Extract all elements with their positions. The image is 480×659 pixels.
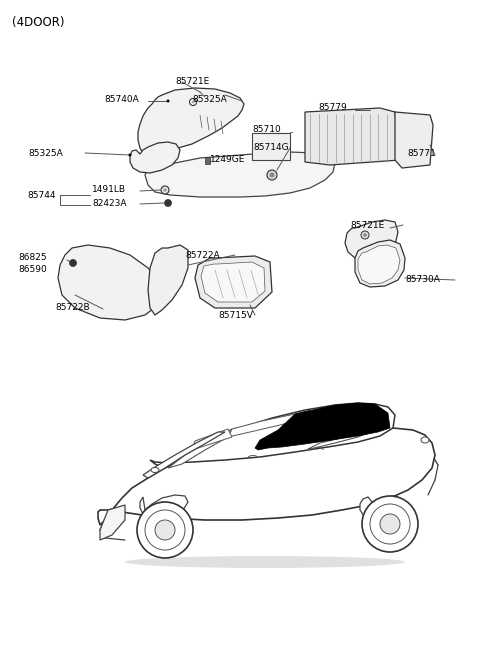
Text: 85779: 85779: [318, 103, 347, 113]
Text: 85771: 85771: [407, 148, 436, 158]
Polygon shape: [145, 152, 335, 197]
Text: 85730A: 85730A: [405, 275, 440, 285]
Circle shape: [165, 200, 171, 206]
Ellipse shape: [151, 467, 159, 473]
Circle shape: [70, 260, 76, 266]
Ellipse shape: [125, 556, 405, 568]
Text: (4DOOR): (4DOOR): [12, 16, 64, 29]
Text: 1249GE: 1249GE: [210, 156, 245, 165]
Text: 85740A: 85740A: [104, 96, 139, 105]
Circle shape: [269, 173, 275, 177]
Polygon shape: [345, 220, 398, 260]
Circle shape: [155, 520, 175, 540]
Circle shape: [129, 154, 132, 156]
Text: 1491LB: 1491LB: [92, 185, 126, 194]
Polygon shape: [58, 245, 162, 320]
Polygon shape: [98, 428, 435, 525]
Circle shape: [167, 100, 169, 103]
Text: 85721E: 85721E: [350, 221, 384, 229]
Polygon shape: [195, 256, 272, 308]
Circle shape: [380, 514, 400, 534]
Polygon shape: [138, 88, 244, 155]
Circle shape: [267, 170, 277, 180]
Text: 85744: 85744: [27, 190, 56, 200]
Circle shape: [137, 502, 193, 558]
Polygon shape: [305, 108, 400, 165]
Text: 85721E: 85721E: [175, 78, 209, 86]
Text: 85325A: 85325A: [28, 148, 63, 158]
Ellipse shape: [421, 437, 429, 443]
Polygon shape: [360, 496, 403, 521]
Polygon shape: [148, 245, 188, 315]
Circle shape: [370, 504, 410, 544]
Text: 85722B: 85722B: [55, 304, 90, 312]
Polygon shape: [130, 142, 180, 173]
Polygon shape: [192, 429, 232, 450]
Polygon shape: [358, 245, 400, 284]
Text: 85325A: 85325A: [192, 96, 227, 105]
Circle shape: [164, 188, 167, 192]
Polygon shape: [168, 429, 232, 468]
Polygon shape: [255, 403, 390, 450]
Text: 86825: 86825: [18, 252, 47, 262]
Polygon shape: [143, 432, 225, 478]
Circle shape: [361, 231, 369, 239]
Polygon shape: [252, 133, 290, 160]
Polygon shape: [201, 262, 265, 302]
Polygon shape: [355, 240, 405, 287]
Polygon shape: [395, 112, 433, 168]
Text: 82423A: 82423A: [92, 198, 127, 208]
Circle shape: [190, 98, 196, 105]
Circle shape: [363, 233, 367, 237]
Text: 85715V: 85715V: [218, 310, 253, 320]
Polygon shape: [228, 410, 310, 437]
Polygon shape: [100, 505, 125, 540]
Circle shape: [161, 186, 169, 194]
Circle shape: [192, 101, 194, 103]
Polygon shape: [150, 403, 395, 468]
Text: 85722A: 85722A: [185, 250, 220, 260]
Polygon shape: [308, 430, 375, 449]
Circle shape: [362, 496, 418, 552]
Text: 86590: 86590: [18, 264, 47, 273]
Text: 85710: 85710: [252, 125, 281, 134]
Text: 85714G: 85714G: [253, 142, 288, 152]
Bar: [205, 157, 210, 164]
Circle shape: [145, 510, 185, 550]
Polygon shape: [140, 495, 188, 519]
